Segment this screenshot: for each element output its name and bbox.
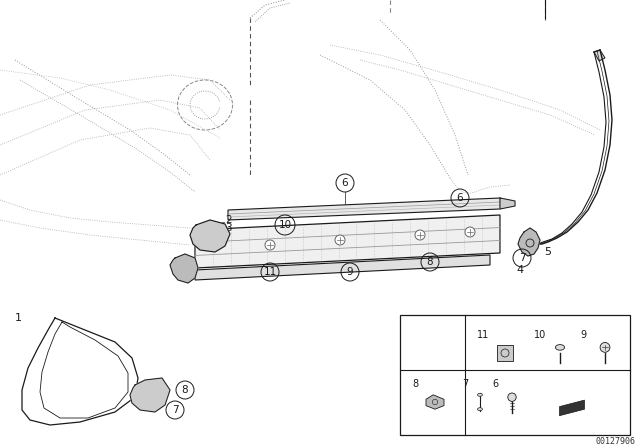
Text: 10: 10 [278, 220, 292, 230]
Text: 7: 7 [172, 405, 179, 415]
Polygon shape [426, 395, 444, 409]
Text: 11: 11 [477, 330, 489, 340]
Ellipse shape [556, 345, 564, 350]
Polygon shape [500, 198, 515, 209]
Circle shape [265, 240, 275, 250]
Text: 9: 9 [580, 330, 586, 340]
Bar [497, 345, 513, 361]
Polygon shape [559, 400, 584, 416]
Circle shape [415, 230, 425, 240]
Circle shape [600, 343, 610, 352]
Text: 00127906: 00127906 [595, 438, 635, 447]
Text: 9: 9 [347, 267, 353, 277]
Text: 7: 7 [462, 379, 468, 389]
Polygon shape [195, 255, 490, 280]
Polygon shape [228, 198, 500, 220]
Text: 5: 5 [545, 247, 552, 257]
Ellipse shape [477, 408, 483, 411]
Text: 11: 11 [264, 267, 276, 277]
Ellipse shape [477, 393, 483, 396]
Circle shape [508, 393, 516, 401]
Text: 8: 8 [182, 385, 188, 395]
Circle shape [465, 227, 475, 237]
Circle shape [335, 235, 345, 245]
Text: 1: 1 [15, 313, 22, 323]
Text: 6: 6 [457, 193, 463, 203]
Polygon shape [130, 378, 170, 412]
Text: 6: 6 [342, 178, 348, 188]
Polygon shape [195, 215, 500, 268]
Text: 2: 2 [225, 215, 232, 225]
Polygon shape [190, 220, 230, 252]
Text: 8: 8 [412, 379, 418, 389]
Text: 4: 4 [516, 265, 524, 275]
Text: 3: 3 [225, 223, 232, 233]
Polygon shape [170, 254, 198, 283]
Polygon shape [594, 50, 605, 61]
Polygon shape [518, 228, 540, 256]
Text: 6: 6 [492, 379, 498, 389]
Text: 8: 8 [427, 257, 433, 267]
Text: 10: 10 [534, 330, 546, 340]
Bar [400, 315, 630, 435]
Text: 7: 7 [518, 253, 525, 263]
